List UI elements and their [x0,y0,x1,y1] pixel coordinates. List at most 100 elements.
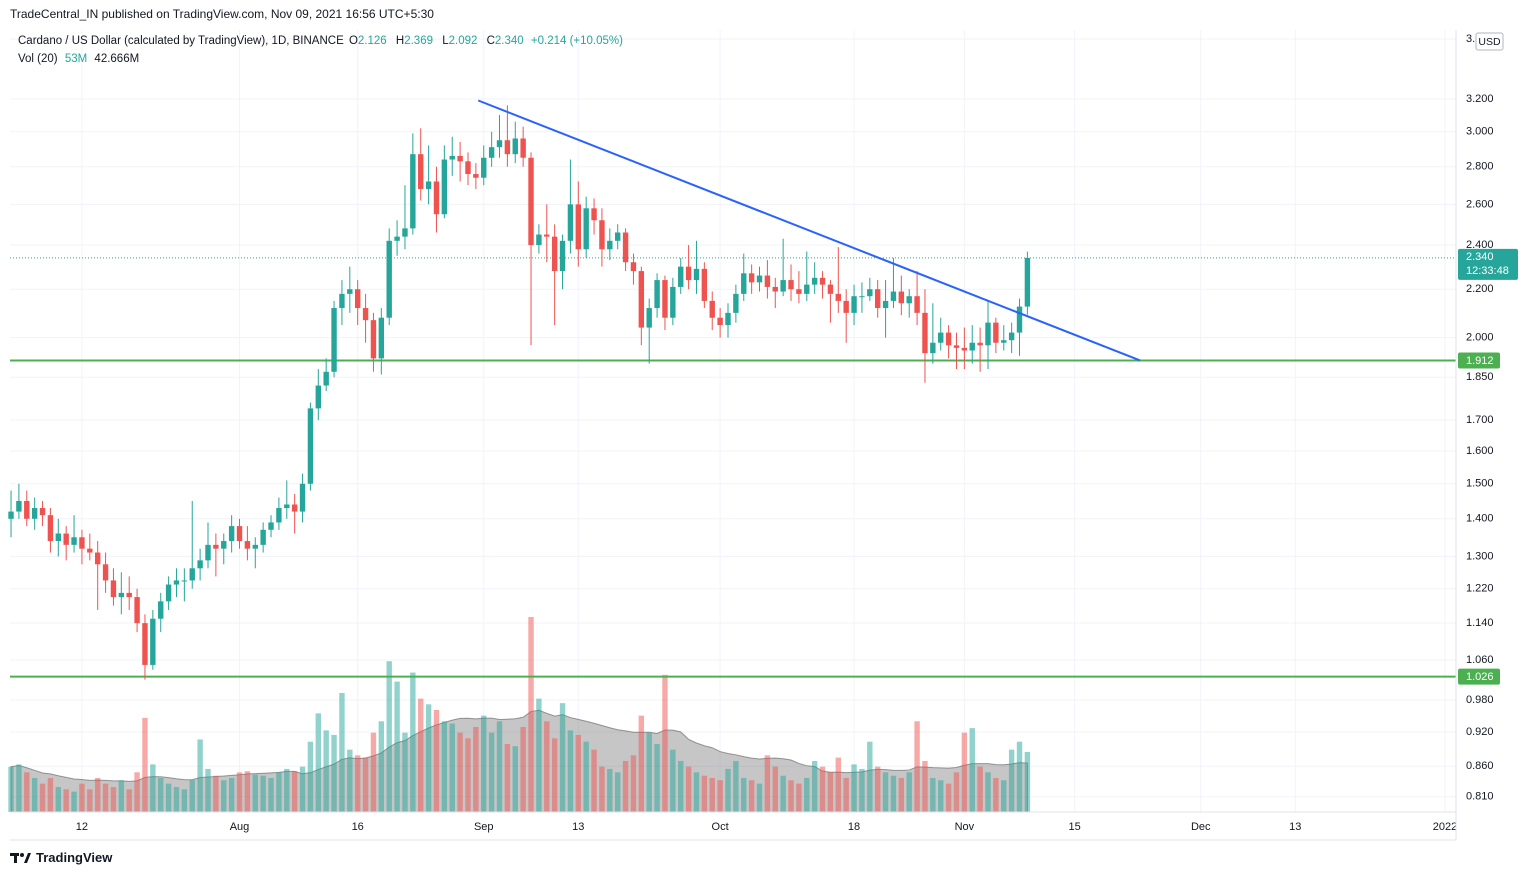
candle-body [953,345,960,348]
candle-body [693,268,700,281]
volume-bar [126,789,132,812]
volume-key: Vol (20) [18,53,58,65]
candle-body [654,280,660,309]
volume-bar [221,780,227,812]
volume-bar [449,723,455,812]
volume-bar [31,777,38,812]
volume-bar [158,777,164,812]
logo [10,852,31,863]
volume-bar [55,787,61,812]
volume-bar [488,732,495,812]
legend-key: H [395,35,405,47]
volume-bar [110,787,117,812]
candle-body [717,317,723,326]
volume-bar [819,766,826,812]
volume-bar [118,780,125,812]
volume-bar [953,772,960,812]
footer: TradingView [10,850,112,865]
volume-bar [693,772,700,812]
volume-bar [228,777,235,812]
candle-body [236,526,243,542]
candle-body [961,347,968,351]
volume-bar [63,789,69,812]
candle-body [410,154,416,229]
candle-body [859,296,865,298]
candle-body [575,204,581,250]
candle-body [173,580,180,585]
volume-bar [284,768,290,812]
candle-body [488,147,495,158]
volume-bar [575,734,581,812]
x-tick-label: 15 [1069,821,1081,833]
candle-body [678,266,684,287]
legend-value: 2.369 [404,35,433,47]
currency: USD [1478,36,1501,48]
volume-bar [473,726,479,812]
volume-bar [685,766,692,812]
volume-bar [835,757,842,812]
y-tick-label: 1.600 [1466,445,1494,457]
volume-bar [24,772,30,812]
y-tick-label: 1.500 [1466,478,1494,490]
candle-body [512,138,518,155]
candle-body [756,275,763,283]
candle-body [1001,340,1007,343]
volume-bar [536,698,542,812]
candle-body [898,291,905,304]
volume-ma-area [10,709,1028,813]
candle-body [1016,306,1023,333]
volume-bar [8,766,14,812]
level-tag [1458,668,1500,685]
candle-body [291,504,298,512]
candle-body [331,308,337,372]
candle-body [638,271,645,328]
candle-body [796,289,802,294]
candle-body [874,289,881,309]
volume-bar [670,749,676,812]
candle-body [260,529,266,545]
countdown: 12:33:48 [1466,265,1509,277]
volume-bar [386,661,392,812]
volume-bar [181,789,188,812]
volume-bar [796,783,802,812]
volume-bar [79,783,85,812]
candle-body [993,322,999,343]
candle-body [150,618,156,665]
last-price-label: 2.340 [1466,251,1494,263]
volume-bar [748,780,755,812]
legend-key: C [486,35,495,47]
volume-bar [370,732,377,812]
candle-body [55,533,61,542]
candle-body [378,317,385,359]
trendline [477,99,1141,362]
candle-body [110,580,117,598]
volume-bar [299,766,306,812]
legend-change: +0.214 (+10.05%) [530,35,623,47]
y-tick-label: 0.810 [1466,791,1494,803]
volume-bar [260,775,266,812]
x-tick-label: Aug [230,821,250,833]
volume-bar [441,721,448,812]
candle-body [630,262,637,272]
candle-body [252,544,258,549]
candle-body [662,280,668,318]
candle-body [79,537,85,549]
candle-body [551,236,558,272]
candle-body [457,155,463,162]
candle-body [284,504,290,509]
x-tick-label: 2022 [1433,821,1457,833]
x-tick-label: 16 [352,821,364,833]
candle-body [181,580,188,582]
candle-body [701,268,708,301]
brand: TradingView [36,850,113,865]
candle-body [804,284,810,294]
candle-body [87,548,93,553]
legend-value: 2.340 [494,35,524,47]
candle-body [63,533,69,545]
y-tick-label: 3.200 [1466,93,1494,105]
volume-bar [244,771,251,812]
y-tick-label: 2.600 [1466,198,1494,210]
candle-body [709,300,715,318]
legend-row: Cardano / US Dollar (calculated by Tradi… [18,35,627,47]
candle-body [496,140,503,148]
